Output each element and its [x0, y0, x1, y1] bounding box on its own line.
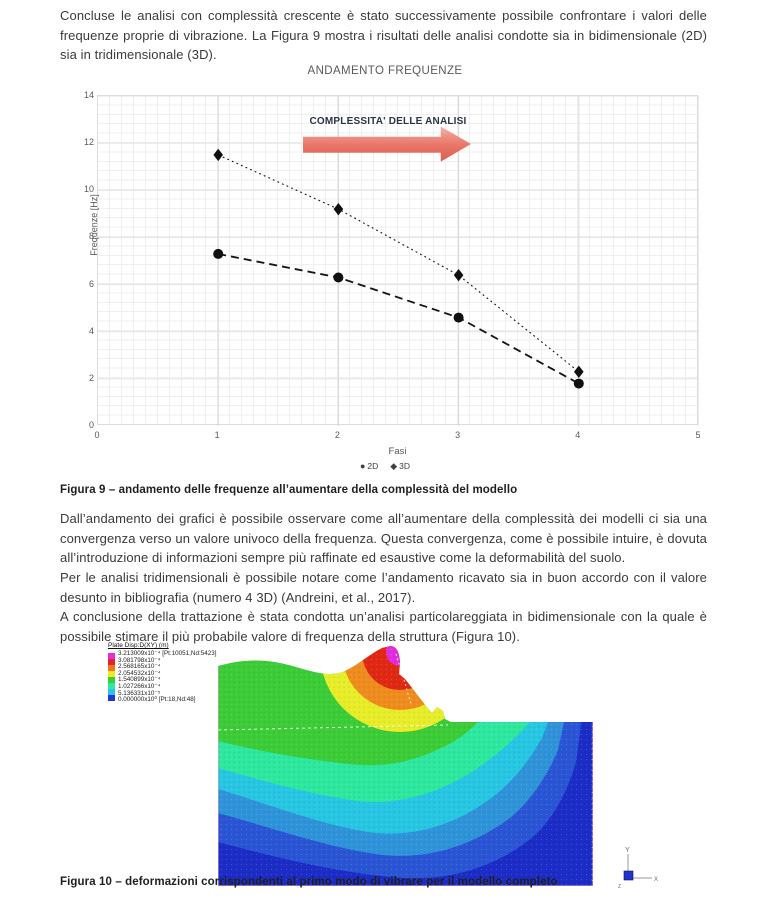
svg-text:Z: Z — [618, 884, 621, 890]
legend-label: 3D — [399, 461, 411, 471]
x-tick-label: 4 — [575, 430, 581, 440]
colorbar-cell — [108, 695, 115, 701]
y-tick-label: 4 — [88, 325, 94, 336]
x-tick-label: 0 — [94, 430, 100, 440]
y-tick-label: 2 — [88, 372, 94, 383]
data-point-2D — [333, 272, 344, 283]
data-point-2D — [573, 378, 584, 389]
circle-marker-icon: ● — [359, 461, 366, 471]
fem-legend-value: 2.054532x10⁻⁴ — [118, 669, 161, 677]
fem-legend-value: 5.136331x10⁻⁵ — [118, 689, 161, 697]
fem-legend-title: Plate Disp:D(XY) (m) — [108, 642, 169, 649]
y-axis-label: Frequenze [Hz] — [89, 194, 99, 256]
data-point-3D — [574, 365, 584, 378]
fem-legend-value: 2.568165x10⁻⁴ — [118, 663, 161, 671]
y-axis-ticks: 0 2 4 6 8 10 12 14 — [72, 90, 94, 430]
colorbar-cell — [108, 653, 115, 659]
fem-legend-value: 3.213009x10⁻⁴ [Pt:10051,Nd:5423] — [118, 650, 217, 657]
x-axis-label: Fasi — [388, 446, 407, 457]
x-tick-label: 5 — [695, 430, 701, 440]
data-point-3D — [333, 202, 344, 216]
chart-plot-area: COMPLESSITA' DELLE ANALISI — [97, 95, 699, 426]
series-line-2D — [218, 253, 580, 385]
legend-label: 2D — [367, 461, 379, 471]
colorbar-cell — [108, 659, 115, 665]
fem-legend-value: 1.540899x10⁻⁴ — [118, 676, 161, 684]
y-tick-label: 14 — [83, 90, 94, 100]
data-point-3D — [453, 268, 464, 282]
colorbar-cell — [108, 665, 115, 671]
legend-item-3D: ◆ 3D — [390, 461, 410, 471]
series-line-3D — [217, 154, 580, 373]
diamond-marker-icon: ◆ — [390, 461, 398, 471]
x-tick-label: 2 — [334, 430, 340, 440]
fem-result-legend: Plate Disp:D(XY) (m) 3.213009x10⁻⁴ [Pt:1… — [108, 642, 258, 704]
x-axis-ticks: 0 1 2 3 4 5 — [94, 430, 701, 442]
colorbar-cell — [108, 671, 115, 677]
chart-legend: ● 2D ◆ 3D — [60, 461, 710, 472]
colorbar-cell — [108, 677, 115, 683]
fem-legend-values: 3.213009x10⁻⁴ [Pt:10051,Nd:5423] 3.081798… — [118, 650, 258, 704]
figure10-fem-image: Plate Disp:D(XY) (m) 3.213009x10⁻⁴ [Pt:1… — [108, 640, 668, 894]
axis-triad-icon: Y X Z — [618, 847, 658, 890]
fem-mesh-plot — [217, 646, 595, 887]
colorbar-cell — [108, 683, 115, 689]
figure9-chart: ANDAMENTO FREQUENZE COMPLESSITA' DELLE A… — [60, 62, 710, 474]
x-tick-label: 3 — [455, 430, 461, 440]
svg-text:Y: Y — [625, 847, 630, 854]
data-point-2D — [453, 312, 464, 323]
figure10-caption: Figura 10 – deformazioni corrispondenti … — [60, 876, 558, 888]
y-tick-label: 10 — [83, 184, 94, 195]
x-tick-label: 1 — [214, 430, 220, 440]
figure9-caption: Figura 9 – andamento delle frequenze all… — [60, 484, 518, 496]
y-tick-label: 6 — [88, 278, 94, 289]
chart-title: ANDAMENTO FREQUENZE — [307, 65, 463, 77]
fem-legend-value: 1.027266x10⁻⁴ — [118, 682, 161, 690]
y-tick-label: 0 — [88, 420, 94, 430]
paragraph-intro: Concluse le analisi con complessità cres… — [60, 8, 707, 62]
chart-annotation: COMPLESSITA' DELLE ANALISI — [309, 116, 467, 127]
legend-item-2D: ● 2D — [360, 461, 378, 471]
data-point-3D — [213, 148, 223, 162]
fem-legend-value: 0.000000x10⁰ [Pt:18,Nd:48] — [118, 696, 196, 704]
paragraph-analysis-2: Per le analisi tridimensionali è possibi… — [60, 570, 707, 605]
colorbar-cell — [108, 689, 115, 695]
y-tick-label: 12 — [83, 137, 94, 148]
fem-colorbar — [108, 653, 115, 704]
paragraph-analysis-3: A conclusione della trattazione è stata … — [60, 609, 707, 644]
data-point-2D — [213, 248, 224, 259]
fem-legend-value: 3.081798x10⁻⁴ — [118, 656, 161, 664]
svg-text:X: X — [654, 877, 658, 883]
y-tick-label: 8 — [88, 231, 94, 242]
paragraph-analysis-1: Dall’andamento dei grafici è possibile o… — [60, 511, 707, 565]
chart-series-canvas — [98, 96, 699, 426]
